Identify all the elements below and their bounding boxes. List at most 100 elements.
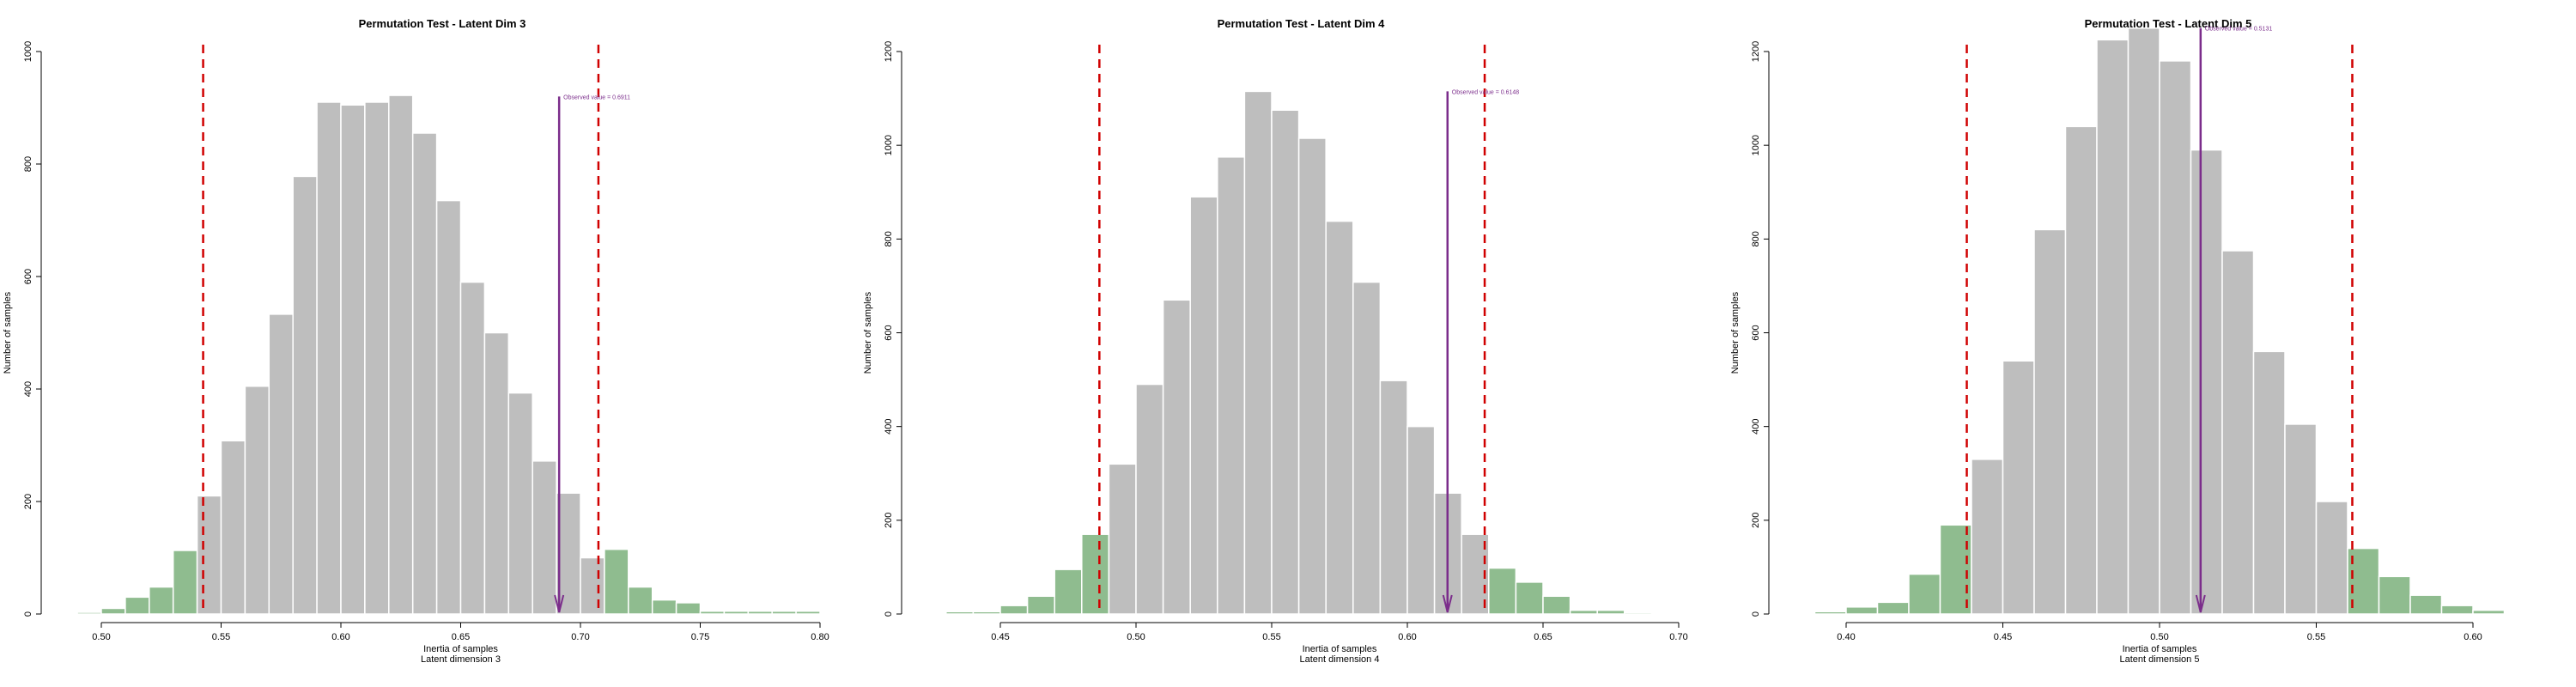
- histogram-bar-tail: [628, 586, 653, 615]
- histogram-bar: [1135, 383, 1164, 615]
- x-tick-label: 0.50: [2150, 632, 2168, 642]
- observed-arrow-head: [554, 594, 565, 613]
- histogram-bar-tail: [1876, 601, 1910, 615]
- histogram-bar: [1352, 281, 1382, 615]
- histogram-bar-tail: [771, 610, 797, 615]
- histogram-bars: [1814, 27, 2506, 615]
- histogram-bar: [483, 331, 510, 615]
- x-tick-label: 0.60: [2464, 632, 2482, 642]
- histogram-bar-tail: [2472, 609, 2506, 615]
- y-tick-label: 400: [884, 418, 894, 434]
- histogram-bar: [2159, 60, 2192, 615]
- histogram-bar: [340, 104, 366, 615]
- histogram-bar: [1189, 196, 1218, 615]
- y-tick-label: 0: [23, 611, 33, 617]
- y-tick-label: 1000: [884, 135, 894, 155]
- x-tick-label: 0.75: [691, 632, 709, 642]
- observed-value-label: Observed value = 0.6911: [563, 94, 630, 100]
- observed-value-label: Observed value = 0.5131: [2205, 27, 2273, 33]
- histogram-bar-tail: [747, 610, 773, 615]
- x-axis-label: Inertia of samples: [423, 644, 498, 654]
- histogram-bar: [2190, 149, 2223, 615]
- histogram-bar: [580, 556, 605, 615]
- y-tick-label: 0: [884, 611, 894, 617]
- histogram-bar: [507, 392, 533, 615]
- histogram-bar-tail: [125, 596, 150, 615]
- histogram-bar: [2096, 39, 2129, 615]
- histogram-bar: [388, 94, 414, 615]
- histogram-bar-tail: [76, 611, 102, 615]
- y-tick-label: 600: [1751, 325, 1761, 340]
- histogram-bar-tail: [1814, 611, 1847, 615]
- chart-title: Permutation Test - Latent Dim 4: [1218, 17, 1386, 30]
- histogram-bar-tail: [795, 610, 821, 615]
- y-tick-label: 600: [23, 269, 33, 284]
- histogram-bar: [2033, 228, 2067, 615]
- histogram-bar-tail: [1081, 533, 1110, 615]
- y-tick-label: 0: [1751, 611, 1761, 617]
- y-axis-label: Number of samples: [1730, 291, 1741, 374]
- y-tick-label: 800: [23, 156, 33, 172]
- observed-value-label: Observed value = 0.6148: [1452, 89, 1520, 95]
- x-tick-label: 0.60: [1398, 632, 1416, 642]
- x-tick-label: 0.40: [1837, 632, 1855, 642]
- x-tick-label: 0.50: [92, 632, 110, 642]
- histogram-bar: [1971, 459, 2004, 615]
- y-tick-label: 1200: [1751, 41, 1761, 62]
- histogram-bar-tail: [999, 605, 1029, 615]
- histogram-bar: [220, 440, 246, 615]
- histogram-bar-tail: [2378, 575, 2411, 615]
- histogram-bar-tail: [1026, 595, 1055, 615]
- y-tick-label: 1000: [1751, 135, 1761, 155]
- histogram-bar: [2315, 501, 2348, 615]
- y-tick-label: 800: [884, 231, 894, 246]
- histogram-bar: [1325, 220, 1354, 615]
- histogram-bar-tail: [945, 611, 975, 615]
- histogram-bar-tail: [675, 602, 702, 615]
- histogram-bar-tail: [699, 610, 726, 615]
- histogram-bar: [411, 132, 438, 615]
- x-tick-label: 0.80: [811, 632, 829, 642]
- histogram-bar: [196, 495, 222, 615]
- x-tick-label: 0.45: [1994, 632, 2012, 642]
- histogram-bar: [459, 281, 486, 615]
- x-tick-label: 0.70: [1669, 632, 1687, 642]
- x-tick-label: 0.65: [1534, 632, 1552, 642]
- x-axis-sublabel: Latent dimension 5: [2120, 654, 2200, 665]
- histogram-bar-tail: [604, 548, 629, 615]
- histogram-bar: [292, 175, 318, 615]
- histogram-bar: [1108, 463, 1137, 615]
- y-axis-label: Number of samples: [3, 291, 13, 374]
- x-axis-label: Inertia of samples: [2123, 644, 2197, 654]
- histogram-bar: [2002, 360, 2035, 615]
- y-axis-label: Number of samples: [863, 291, 873, 374]
- x-tick-label: 0.70: [571, 632, 589, 642]
- histogram-bar-tail: [172, 550, 198, 615]
- histogram-bar: [2252, 350, 2286, 615]
- x-axis-label: Inertia of samples: [1303, 644, 1377, 654]
- histogram-bar: [1243, 90, 1273, 615]
- histogram-bar-tail: [100, 607, 126, 615]
- histogram-bar-tail: [1054, 568, 1083, 615]
- histogram-bar: [364, 101, 390, 615]
- x-tick-label: 0.55: [2307, 632, 2325, 642]
- histogram-bar-tail: [1542, 595, 1571, 615]
- histogram-bar: [1297, 137, 1327, 615]
- histogram-bars: [76, 94, 821, 615]
- observed-arrow-head: [2195, 594, 2206, 613]
- y-tick-label: 800: [1751, 231, 1761, 246]
- x-tick-label: 0.55: [1262, 632, 1280, 642]
- histogram-bar-tail: [651, 599, 677, 615]
- x-tick-label: 0.65: [452, 632, 470, 642]
- histogram-bar-tail: [2409, 594, 2443, 615]
- histogram-bars: [945, 90, 1653, 615]
- y-tick-label: 200: [1751, 513, 1761, 528]
- histogram-bar-tail: [972, 611, 1001, 615]
- x-tick-label: 0.60: [331, 632, 349, 642]
- panel-latent-dim-3: Permutation Test - Latent Dim 3 Observed …: [3, 17, 829, 665]
- histogram-bar-tail: [1596, 609, 1625, 615]
- chart-title: Permutation Test - Latent Dim 5: [2085, 17, 2252, 30]
- histogram-bar: [1162, 299, 1191, 615]
- histogram-bar: [556, 492, 581, 615]
- y-tick-label: 400: [1751, 418, 1761, 434]
